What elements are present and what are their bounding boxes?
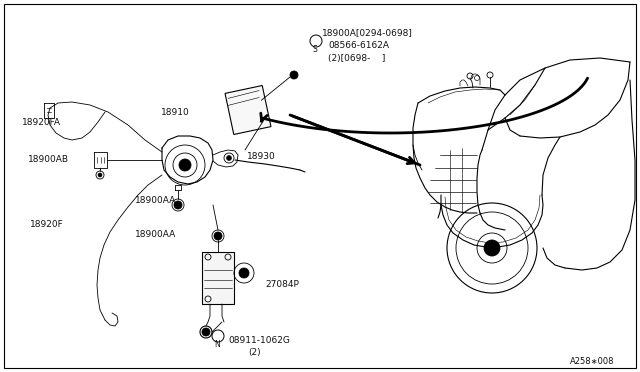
Circle shape (290, 71, 298, 79)
Text: (2): (2) (248, 348, 260, 357)
Text: 18920FA: 18920FA (22, 118, 61, 127)
Text: 18900AA: 18900AA (135, 196, 176, 205)
Circle shape (98, 173, 102, 177)
Text: 18900AA: 18900AA (135, 230, 176, 239)
Text: 08911-1062G: 08911-1062G (228, 336, 290, 345)
Text: 18910: 18910 (161, 108, 189, 117)
Text: S: S (312, 45, 317, 54)
Circle shape (214, 232, 222, 240)
Text: N: N (214, 340, 220, 349)
Circle shape (174, 201, 182, 209)
Text: 18930: 18930 (247, 152, 276, 161)
Text: (2)[0698-    ]: (2)[0698- ] (328, 54, 385, 63)
Circle shape (202, 328, 210, 336)
Circle shape (239, 268, 249, 278)
Text: A258∗008: A258∗008 (570, 357, 614, 366)
Text: 27084P: 27084P (265, 280, 299, 289)
Bar (202, 252, 234, 304)
Circle shape (484, 240, 500, 256)
Text: 18900A[0294-0698]: 18900A[0294-0698] (322, 28, 413, 37)
Text: 18900AB: 18900AB (28, 155, 69, 164)
Text: 08566-6162A: 08566-6162A (328, 41, 389, 50)
Circle shape (227, 155, 232, 160)
Circle shape (179, 159, 191, 171)
Polygon shape (225, 86, 271, 135)
Text: 18920F: 18920F (30, 220, 64, 229)
